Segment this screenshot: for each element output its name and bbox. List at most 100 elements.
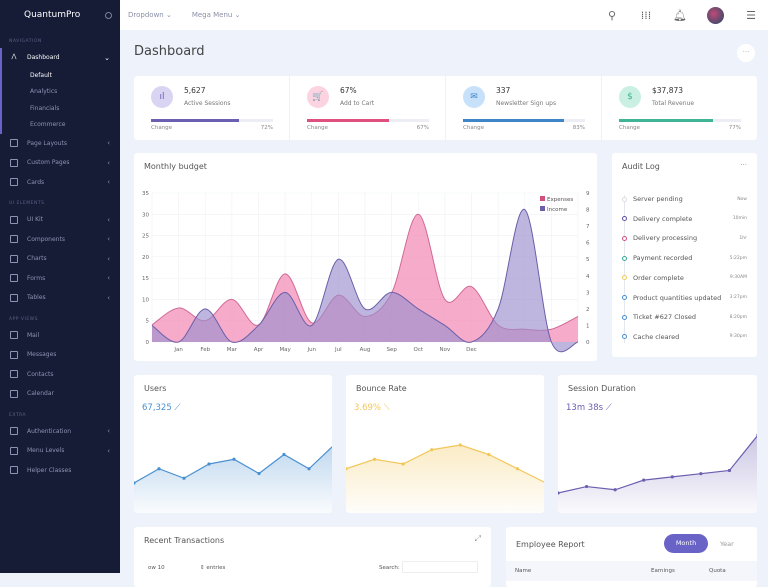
- sidebar-item[interactable]: Messages: [0, 345, 120, 365]
- chart-icon: [10, 254, 18, 263]
- sidebar-subitem[interactable]: Default: [0, 67, 120, 84]
- y-left-tick-label: 10: [142, 297, 149, 303]
- sidebar-item[interactable]: Forms ‹: [0, 269, 120, 289]
- sparkline-line: [558, 435, 757, 494]
- legend-label: Expenses: [547, 197, 573, 203]
- sidebar-item[interactable]: Menu Levels ‹: [0, 441, 120, 461]
- sparkline-point: [699, 472, 703, 476]
- sidebar-item[interactable]: UI Kit ‹: [0, 210, 120, 230]
- search-input[interactable]: [402, 561, 478, 573]
- stat-value: $37,873: [652, 86, 684, 95]
- tab-year[interactable]: Year: [720, 540, 734, 548]
- timeline-dot: [622, 196, 627, 202]
- sidebar-item-dashboard[interactable]: ⋀ Dashboard ⌄: [0, 48, 120, 68]
- section-label: EXTRA: [9, 412, 27, 418]
- stat-value: 67%: [340, 86, 357, 95]
- change-label: Change: [307, 125, 329, 131]
- sparkline-point: [307, 467, 311, 471]
- sparkline-point: [257, 471, 261, 476]
- series-area-income: [152, 209, 578, 352]
- tab-month[interactable]: Month: [664, 534, 708, 553]
- mega-menu[interactable]: Mega Menu ⌄: [191, 11, 241, 19]
- sidebar-item[interactable]: Tables ‹: [0, 288, 120, 308]
- audit-log-item: Server pending Now: [622, 193, 747, 205]
- more-options-button[interactable]: ···: [740, 161, 747, 169]
- sparkline-point: [282, 452, 286, 457]
- sparkline-point: [458, 443, 462, 447]
- sidebar-item[interactable]: Page Layouts ‹: [0, 134, 120, 154]
- audit-time: 5:22pm: [729, 255, 747, 261]
- show-entries-select[interactable]: ow 10: [148, 565, 165, 571]
- audit-log-item: Order complete 9:30AM: [622, 272, 747, 284]
- stat-label: Total Revenue: [652, 100, 695, 107]
- sidebar-item[interactable]: Mail: [0, 326, 120, 346]
- audit-log-item: Payment recorded 5:22pm: [622, 252, 747, 264]
- sidebar-item[interactable]: Custom Pages ‹: [0, 153, 120, 173]
- x-tick-label: Nov: [440, 347, 451, 353]
- search-label: Search:: [379, 565, 400, 571]
- sparkline-point: [157, 467, 161, 471]
- sparkline-point: [558, 491, 560, 495]
- sidebar-toggle[interactable]: [105, 11, 112, 19]
- sparkline-point: [207, 462, 211, 466]
- dropdown-menu[interactable]: Dropdown ⌄: [128, 11, 172, 19]
- timeline-dot: [622, 314, 627, 320]
- sparkline-chart: [134, 446, 332, 513]
- series-line-income: [151, 209, 579, 353]
- search-icon[interactable]: ⚲: [607, 8, 617, 22]
- sidebar-subitem[interactable]: Analytics: [0, 84, 120, 101]
- kpi-card: Users 67,325 ⟋: [134, 375, 332, 513]
- x-tick-label: Jan: [173, 347, 183, 353]
- audit-text: Product quantities updated: [633, 293, 722, 302]
- bar-chart-icon: ıl: [151, 86, 173, 108]
- expand-icon[interactable]: ⤢: [474, 534, 481, 543]
- page-title: Dashboard: [134, 44, 205, 59]
- stat-label: Active Sessions: [184, 100, 231, 107]
- x-tick-label: Aug: [360, 347, 371, 353]
- timeline-line: [624, 195, 625, 343]
- x-tick-label: Jul: [334, 347, 342, 353]
- sparkline-area: [134, 446, 332, 513]
- sidebar-item-label: Dashboard: [27, 54, 60, 62]
- sidebar-subitem[interactable]: Financials: [0, 100, 120, 117]
- stat-value: 337: [496, 86, 511, 95]
- x-tick-label: Oct: [413, 347, 423, 353]
- dashboard-icon: ⋀: [11, 52, 17, 60]
- employee-report-card: Employee Report Month Year Name Earnings…: [506, 527, 757, 587]
- sparkline-chart: [346, 443, 544, 513]
- sidebar-subitem[interactable]: Ecommerce: [0, 117, 120, 134]
- avatar[interactable]: [707, 6, 724, 24]
- card-title: Audit Log: [622, 162, 660, 171]
- sidebar-item[interactable]: Helper Classes: [0, 461, 120, 481]
- y-right-tick-label: 9: [586, 191, 590, 197]
- sidebar-item[interactable]: Cards ‹: [0, 173, 120, 193]
- progress-bar: [619, 119, 741, 122]
- y-right-tick-label: 4: [586, 274, 590, 280]
- stat-tile: ✉ 337 Newsletter Sign ups Change 83%: [446, 76, 602, 140]
- stat-tile: ıl 5,627 Active Sessions Change 72%: [134, 76, 290, 140]
- bell-icon[interactable]: 🔔︎: [673, 8, 687, 22]
- more-options-button[interactable]: ···: [737, 44, 755, 62]
- sidebar-item[interactable]: Contacts: [0, 365, 120, 385]
- apps-grid-icon[interactable]: ⁞⁞⁞: [640, 8, 652, 22]
- audit-time: 9:30pm: [729, 334, 747, 340]
- cart-icon: 🛒: [307, 86, 329, 108]
- sidebar-item[interactable]: Authentication ‹: [0, 422, 120, 442]
- cards-icon: [10, 178, 18, 187]
- sidebar-item[interactable]: Charts ‹: [0, 249, 120, 269]
- kpi-value: 13m 38s ⟋: [566, 403, 612, 413]
- sidebar-item[interactable]: Components ‹: [0, 230, 120, 250]
- kpi-card: Bounce Rate 3.69% ⟍: [346, 375, 544, 513]
- x-tick-label: Mar: [227, 347, 238, 353]
- audit-log-item: Ticket #627 Closed 8:20pm: [622, 311, 747, 323]
- chevron-left-icon: ‹: [107, 293, 110, 302]
- menu-icon[interactable]: ☰: [746, 8, 756, 22]
- sidebar-item[interactable]: Calendar: [0, 384, 120, 404]
- sidebar-item-label: Calendar: [27, 390, 54, 398]
- chevron-left-icon: ‹: [107, 139, 110, 148]
- y-right-tick-label: 0: [586, 340, 590, 346]
- forms-icon: [10, 274, 18, 283]
- budget-chart: 0 5 10 15 20 25 30 35 0 1 2 3 4 5 6 7 8 9 Jan Feb Mar Apr May J…: [142, 191, 590, 353]
- sidebar-item-label: Authentication: [27, 427, 72, 435]
- card-title: Users: [144, 384, 167, 393]
